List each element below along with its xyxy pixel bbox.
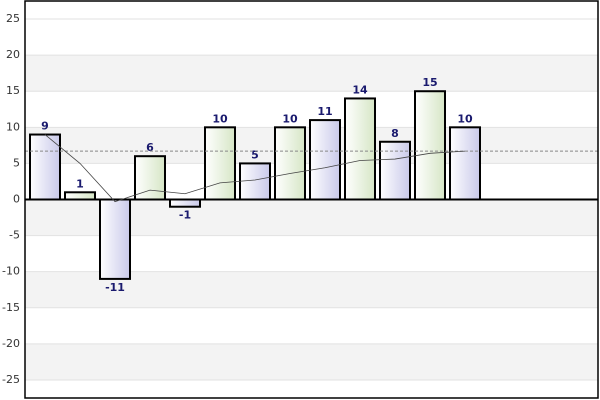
y-tick-label: -5: [9, 229, 20, 242]
y-tick-label: 10: [6, 120, 20, 133]
bar: [64, 191, 96, 201]
data-label: 11: [317, 105, 332, 118]
bar: [99, 198, 131, 280]
bar: [204, 126, 236, 201]
y-tick-label: -10: [2, 265, 20, 278]
y-tick-label: 5: [13, 156, 20, 169]
trend-line: [44, 134, 466, 203]
data-label: -1: [179, 209, 191, 222]
y-tick-label: 20: [6, 48, 20, 61]
bar: [29, 133, 61, 201]
bar: [274, 126, 306, 201]
grid-band: [25, 343, 598, 380]
data-label: -11: [105, 281, 125, 294]
data-label: 14: [352, 83, 368, 96]
y-tick-label: -20: [2, 337, 20, 350]
plot: 9 1 -11 6 -1 10 5 10 11 14 8 15 10: [25, 76, 598, 294]
data-label: 10: [282, 112, 298, 125]
bar: [449, 126, 481, 201]
data-label: 15: [422, 76, 437, 89]
grid-band: [25, 55, 598, 92]
bar: [414, 90, 446, 201]
y-tick-label: 25: [6, 12, 20, 25]
data-label: 8: [391, 127, 399, 140]
bar: [379, 140, 411, 201]
data-label: 6: [146, 141, 154, 154]
bar: [169, 198, 201, 208]
data-label: 9: [41, 120, 49, 133]
plot-border: [24, 0, 599, 399]
y-tick-label: -25: [2, 373, 20, 386]
y-tick-label: -15: [2, 301, 20, 314]
y-tick-label: 15: [6, 84, 20, 97]
data-label: 10: [212, 112, 228, 125]
data-label: 5: [251, 148, 259, 161]
y-tick-label: 0: [13, 193, 20, 206]
bar: [134, 155, 166, 201]
data-label: 1: [76, 177, 84, 190]
data-label: 10: [457, 112, 473, 125]
bar: [239, 162, 271, 201]
bar: [309, 119, 341, 201]
bar: [344, 97, 376, 201]
